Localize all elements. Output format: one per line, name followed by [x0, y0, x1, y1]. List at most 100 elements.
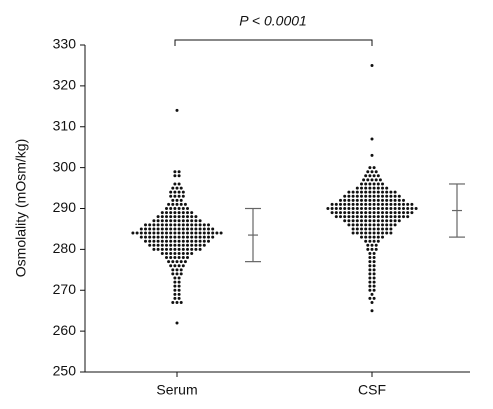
- data-dot: [198, 223, 202, 227]
- data-dot: [355, 194, 359, 198]
- data-dot: [397, 202, 401, 206]
- data-dot: [160, 235, 164, 239]
- data-dot: [385, 219, 389, 223]
- data-dot: [165, 231, 168, 235]
- data-dot: [376, 215, 380, 219]
- data-dot: [139, 227, 143, 231]
- data-dot: [181, 247, 185, 251]
- data-dot: [207, 227, 210, 231]
- data-dot: [169, 211, 173, 215]
- data-dot: [366, 178, 370, 182]
- data-dot: [181, 211, 185, 215]
- data-dot: [169, 227, 173, 231]
- data-dot: [152, 219, 156, 223]
- data-dot: [364, 219, 368, 223]
- data-dot: [376, 239, 380, 243]
- data-dot: [186, 227, 189, 231]
- data-dot: [370, 153, 374, 157]
- data-dot: [381, 223, 384, 227]
- data-dot: [152, 223, 156, 227]
- data-dot: [385, 198, 389, 202]
- data-dot: [372, 251, 376, 255]
- data-dot: [339, 198, 342, 202]
- data-dot: [376, 194, 380, 198]
- data-dot: [376, 223, 380, 227]
- data-dot: [368, 215, 372, 219]
- data-dot: [360, 219, 363, 223]
- data-dot: [370, 243, 374, 247]
- significance-label: P < 0.0001: [239, 13, 307, 29]
- data-dot: [360, 207, 363, 210]
- data-dot: [198, 227, 202, 231]
- data-dot: [339, 202, 342, 206]
- data-dot: [169, 207, 173, 210]
- data-dot: [171, 202, 175, 206]
- data-dot: [372, 207, 376, 210]
- data-dot: [156, 231, 160, 235]
- data-dot: [173, 251, 177, 255]
- data-dot: [173, 182, 177, 186]
- data-dot: [406, 211, 410, 215]
- data-dot: [368, 256, 372, 260]
- data-dot: [169, 247, 173, 251]
- data-dot: [171, 186, 175, 190]
- data-dot: [190, 231, 194, 235]
- data-dot: [372, 260, 376, 264]
- data-dot: [173, 223, 177, 227]
- data-dot: [372, 219, 376, 223]
- data-dot: [194, 223, 198, 227]
- data-dot: [173, 243, 177, 247]
- data-dot: [148, 235, 152, 239]
- data-dot: [376, 198, 380, 202]
- data-dot: [351, 202, 355, 206]
- data-dot: [181, 190, 185, 194]
- data-dot: [372, 231, 376, 235]
- data-dot: [194, 243, 198, 247]
- data-dot: [355, 202, 359, 206]
- data-dot: [368, 166, 372, 170]
- data-dot: [190, 215, 194, 219]
- data-dot: [393, 215, 397, 219]
- data-dot: [385, 215, 389, 219]
- data-dot: [372, 202, 376, 206]
- data-dot: [397, 215, 401, 219]
- y-tick-label: 250: [53, 363, 77, 379]
- data-dot: [215, 231, 219, 235]
- data-dot: [169, 215, 173, 219]
- y-tick-label: 300: [53, 158, 77, 174]
- data-dot: [372, 272, 376, 276]
- data-dot: [173, 256, 177, 260]
- data-dot: [351, 231, 355, 235]
- data-dot: [343, 198, 347, 202]
- data-dot: [202, 235, 206, 239]
- data-dot: [385, 207, 389, 210]
- data-dot: [381, 202, 384, 206]
- data-dot: [177, 276, 181, 280]
- data-dot: [372, 264, 376, 268]
- data-dot: [202, 227, 206, 231]
- data-dot: [181, 215, 185, 219]
- data-dot: [360, 227, 363, 231]
- data-dot: [181, 227, 185, 231]
- data-dot: [397, 211, 401, 215]
- data-dot: [372, 182, 376, 186]
- data-dot: [372, 276, 376, 280]
- data-dot: [355, 186, 359, 190]
- data-dot: [165, 215, 168, 219]
- data-dot: [389, 202, 393, 206]
- data-dot: [194, 235, 198, 239]
- data-dot: [374, 247, 378, 251]
- data-dot: [169, 256, 173, 260]
- data-dot: [368, 174, 372, 178]
- data-dot: [179, 202, 183, 206]
- data-dot: [368, 231, 372, 235]
- data-dot: [186, 211, 189, 215]
- data-dot: [393, 207, 397, 210]
- data-dot: [131, 231, 135, 235]
- data-dot: [179, 272, 183, 276]
- data-dot: [169, 219, 173, 223]
- data-dot: [186, 235, 189, 239]
- data-dot: [406, 202, 410, 206]
- data-dot: [389, 231, 393, 235]
- data-dot: [347, 223, 351, 227]
